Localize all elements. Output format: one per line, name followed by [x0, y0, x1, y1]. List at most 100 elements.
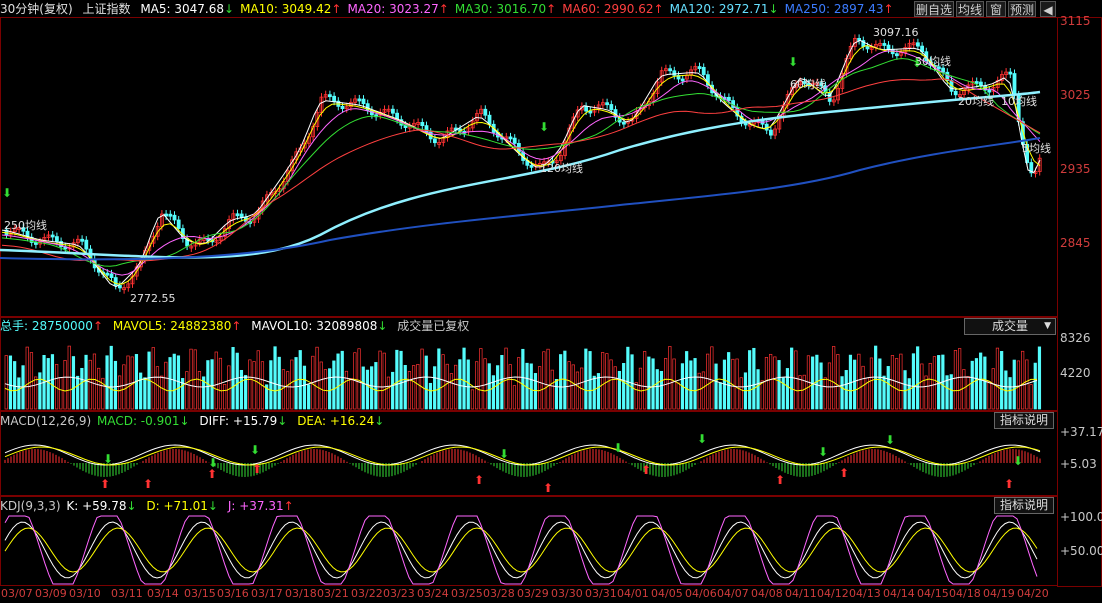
volume-bar: [735, 358, 739, 410]
remove-favorite-button[interactable]: 删自选: [914, 1, 954, 17]
volume-bar: [319, 361, 323, 410]
date-tick: 04/13: [849, 587, 881, 600]
candle: [987, 89, 992, 93]
candle: [264, 194, 269, 202]
volume-bar: [412, 365, 416, 410]
window-button[interactable]: 窗: [986, 1, 1006, 17]
volume-bar: [798, 375, 802, 410]
kdj-help-button[interactable]: 指标说明: [994, 497, 1054, 514]
candle: [1004, 71, 1008, 75]
volume-bar: [769, 353, 773, 410]
volume-bar: [899, 353, 903, 410]
volume-bar: [25, 346, 29, 410]
volume-header: 总手: 28750000↑ MAVOL5: 24882380↑ MAVOL10:…: [0, 319, 470, 333]
candle: [794, 84, 798, 89]
volume-bar: [223, 384, 227, 410]
ma-button[interactable]: 均线: [956, 1, 984, 17]
buy-signal-icon: ⬆: [207, 467, 217, 481]
mavol10: MAVOL10: 32089808: [251, 319, 378, 333]
candle: [798, 81, 803, 85]
volume-bar: [252, 361, 256, 410]
volume-bar: [483, 358, 487, 410]
candle: [147, 242, 152, 251]
volume-bar: [88, 359, 92, 410]
candle: [916, 42, 920, 47]
date-tick: 04/20: [1017, 587, 1049, 600]
date-tick: 04/06: [685, 587, 717, 600]
volume-bar: [1033, 362, 1037, 410]
date-tick: 03/18: [285, 587, 317, 600]
volume-bar: [445, 363, 449, 410]
volume-bar: [983, 356, 987, 410]
sell-signal-icon: ⬇: [1013, 454, 1023, 468]
date-tick: 04/08: [751, 587, 783, 600]
high-price-label: 3097.16: [873, 26, 919, 39]
date-tick: 03/11: [111, 587, 143, 600]
volume-bar: [181, 378, 185, 410]
volume-bar: [97, 367, 101, 410]
candle: [344, 106, 349, 110]
sell-signal-icon: ⬇: [912, 56, 922, 70]
volume-bar: [454, 364, 458, 410]
candle: [84, 239, 89, 250]
date-tick: 04/15: [917, 587, 949, 600]
ma-legend-item: MA250: 2897.43↑: [784, 2, 894, 16]
volume-bar: [903, 370, 907, 410]
candle: [386, 108, 391, 112]
j-value: J: +37.31: [227, 499, 284, 513]
candle: [483, 108, 488, 116]
volume-bar: [601, 352, 605, 410]
buy-signal-icon: ⬆: [775, 473, 785, 487]
volume-bar: [101, 377, 105, 410]
candle: [937, 66, 941, 70]
volume-bar: [916, 346, 920, 410]
volume-bar: [281, 369, 286, 410]
volume-bar: [496, 365, 500, 410]
candle: [159, 213, 164, 227]
index-name: 上证指数: [82, 2, 131, 16]
ma-legend-item: MA5: 3047.68↓: [140, 2, 235, 16]
volume-bar: [609, 359, 613, 410]
macd-help-button[interactable]: 指标说明: [994, 412, 1054, 429]
volume-bar: [525, 362, 529, 410]
candle: [105, 272, 110, 276]
date-tick: 03/07: [1, 587, 33, 600]
volume-bar: [92, 353, 97, 410]
d-value: D: +71.01: [146, 499, 208, 513]
kdj-tick: +100.0: [1060, 510, 1102, 524]
volume-bar: [374, 362, 378, 410]
volume-bar: [962, 369, 966, 410]
forecast-button[interactable]: 预测: [1008, 1, 1036, 17]
candle: [911, 42, 916, 46]
candle: [46, 234, 51, 238]
candle: [302, 142, 307, 149]
period-label[interactable]: 30分钟(复权): [0, 2, 73, 16]
dea-value: DEA: +16.24: [297, 414, 375, 428]
candle: [315, 112, 320, 128]
volume-bar: [160, 375, 164, 410]
buy-signal-icon: ⬆: [252, 462, 262, 476]
volume-bar: [559, 354, 563, 410]
volume-bar: [626, 346, 630, 410]
volume-bar: [59, 377, 63, 410]
date-tick: 03/24: [417, 587, 449, 600]
ma-legend-item: MA120: 2972.71↓: [669, 2, 779, 16]
buy-signal-icon: ⬆: [100, 477, 110, 491]
volume-bar: [764, 357, 769, 410]
volume-bar: [294, 357, 298, 410]
volume-bar: [802, 374, 806, 410]
volume-bar: [949, 374, 953, 410]
volume-bar: [840, 376, 844, 410]
candle: [432, 138, 437, 144]
volume-bar: [273, 346, 277, 410]
volume-bar: [260, 361, 265, 410]
candle: [479, 108, 484, 115]
collapse-icon[interactable]: ◀: [1040, 1, 1056, 17]
volume-bar: [1000, 351, 1004, 410]
volume-bar: [945, 375, 949, 410]
buy-signal-icon: ⬆: [641, 463, 651, 477]
candle: [340, 105, 345, 110]
volume-bar: [706, 353, 710, 410]
volume-select[interactable]: 成交量 ▼: [964, 318, 1056, 335]
